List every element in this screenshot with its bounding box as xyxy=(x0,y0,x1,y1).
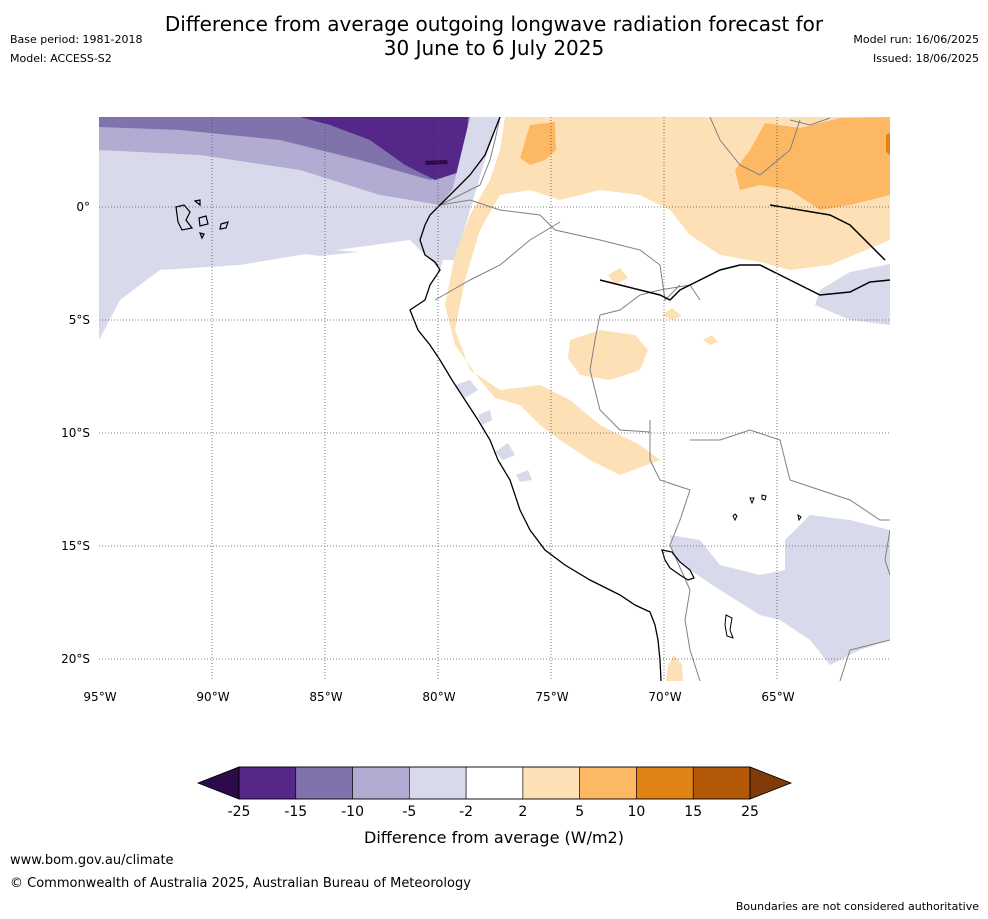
colorbar-tick-label: 25 xyxy=(741,804,759,820)
boundary-ecuador-peru xyxy=(434,221,561,301)
boundary-peru-bolivia xyxy=(649,420,691,546)
lat-label-5s: 5°S xyxy=(69,313,90,327)
lon-label-85w: 85°W xyxy=(309,690,342,704)
colorbar-title: Difference from average (W/m2) xyxy=(364,828,624,847)
boundary-brazil-east xyxy=(884,529,890,576)
lon-label-90w: 90°W xyxy=(196,690,229,704)
colorbar-tick-label: -10 xyxy=(341,804,364,820)
anomaly-region-orange-1 xyxy=(520,122,556,165)
longitude-labels: 95°W 90°W 85°W 80°W 75°W 70°W 65°W xyxy=(83,690,794,704)
lon-label-95w: 95°W xyxy=(83,690,116,704)
colorbar-tick-label: 5 xyxy=(575,804,584,820)
lon-label-70w: 70°W xyxy=(648,690,681,704)
issued-label: Issued: 18/06/2025 xyxy=(872,52,979,65)
lon-label-75w: 75°W xyxy=(535,690,568,704)
anomaly-region-light-purple-coastal xyxy=(440,117,500,260)
colorbar-tick-label: -5 xyxy=(402,804,416,820)
boundary-colombia-peru-brazil xyxy=(554,229,681,302)
boundary-bolivia-chile xyxy=(669,544,701,681)
boundary-bolivia-paraguay xyxy=(839,639,890,681)
colorbar: -25 -15 -10 -5 -2 2 5 10 15 25 Difference from av… xyxy=(196,766,793,847)
coastline-pacific xyxy=(409,117,662,681)
lake-titicaca xyxy=(661,549,695,581)
lon-label-80w: 80°W xyxy=(422,690,455,704)
chart-title: Difference from average outgoing longwav… xyxy=(0,12,988,60)
boundary-bolivia-brazil xyxy=(690,429,890,521)
river-amazon xyxy=(599,264,890,301)
colorbar-cell xyxy=(352,766,410,800)
lon-label-65w: 65°W xyxy=(761,690,794,704)
colorbar-tick-label: 10 xyxy=(628,804,646,820)
anomaly-region-light-purple-south xyxy=(670,515,890,665)
colorbar-cells xyxy=(238,766,751,800)
colorbar-low-extend xyxy=(196,766,240,800)
model-run-label: Model run: 16/06/2025 xyxy=(853,33,979,46)
colorbar-high-extend xyxy=(749,766,793,800)
colorbar-tick-label: -15 xyxy=(284,804,307,820)
model-label: Model: ACCESS-S2 xyxy=(10,52,112,65)
anomaly-region-small-patch-1 xyxy=(292,245,360,256)
colorbar-cell xyxy=(522,766,580,800)
anomaly-region-light-orange-patch xyxy=(568,330,648,380)
anomaly-region-light-purple-small-3 xyxy=(495,443,515,460)
colorbar-cell xyxy=(409,766,467,800)
anomaly-region-light-purple-east xyxy=(815,264,890,325)
lat-label-0: 0° xyxy=(76,200,90,214)
anomaly-region-dark-orange xyxy=(886,133,890,155)
colorbar-tick-label: -25 xyxy=(228,804,251,820)
footer-copyright: © Commonwealth of Australia 2025, Austra… xyxy=(10,876,471,891)
colorbar-tick-label: -2 xyxy=(459,804,473,820)
anomaly-region-light-orange-south xyxy=(666,655,683,681)
colorbar-cell xyxy=(238,766,297,800)
anomaly-region-deepest-purple xyxy=(425,160,448,165)
colorbar-tick-label: 15 xyxy=(684,804,702,820)
colorbar-cell xyxy=(465,766,524,800)
footer-note: Boundaries are not considered authoritat… xyxy=(735,900,979,913)
coastlines xyxy=(175,117,890,681)
colorbar-cell xyxy=(636,766,694,800)
lat-label-10s: 10°S xyxy=(61,426,90,440)
lat-label-20s: 20°S xyxy=(61,652,90,666)
title-line-1: Difference from average outgoing longwav… xyxy=(164,12,824,36)
boundary-colombia-ecuador xyxy=(439,199,556,231)
colorbar-cell xyxy=(295,766,353,800)
lake-small-3 xyxy=(761,494,767,501)
lake-small-2 xyxy=(749,497,755,505)
anomaly-region-light-purple-small-4 xyxy=(516,470,532,482)
latitude-labels: 0° 5°S 10°S 15°S 20°S xyxy=(61,200,90,666)
anomaly-region-light-orange-small-3 xyxy=(703,335,718,345)
anomaly-region-light-purple-small-1 xyxy=(455,380,478,398)
title-line-2: 30 June to 6 July 2025 xyxy=(383,36,605,60)
lat-label-15s: 15°S xyxy=(61,539,90,553)
lake-small-4 xyxy=(797,513,802,522)
anomaly-region-light-purple-small-2 xyxy=(478,410,492,425)
lake-small-1 xyxy=(732,513,738,522)
colorbar-outline xyxy=(238,766,751,800)
anomaly-region-white-cut xyxy=(475,210,665,395)
anomaly-region-light-orange-small-1 xyxy=(608,268,628,285)
boundary-guyana xyxy=(789,117,831,126)
anomaly-region-orange-2 xyxy=(735,117,890,210)
footer-url[interactable]: www.bom.gov.au/climate xyxy=(10,853,174,868)
lake-poopo xyxy=(724,614,734,639)
river-negro xyxy=(769,204,886,261)
anomaly-region-light-orange-small-2 xyxy=(662,308,682,320)
colorbar-cell xyxy=(692,766,751,800)
gridlines xyxy=(99,117,890,681)
boundary-venezuela-brazil xyxy=(709,117,801,176)
map-panel xyxy=(99,117,890,681)
country-boundaries xyxy=(434,117,890,681)
colorbar-tick-label: 2 xyxy=(518,804,527,820)
base-period-label: Base period: 1981-2018 xyxy=(10,33,143,46)
colorbar-cell xyxy=(579,766,637,800)
galapagos-islands xyxy=(175,199,229,240)
colorbar-tick-labels: -25 -15 -10 -5 -2 2 5 10 15 25 xyxy=(228,804,759,820)
boundary-colombia-venezuela xyxy=(439,117,501,206)
